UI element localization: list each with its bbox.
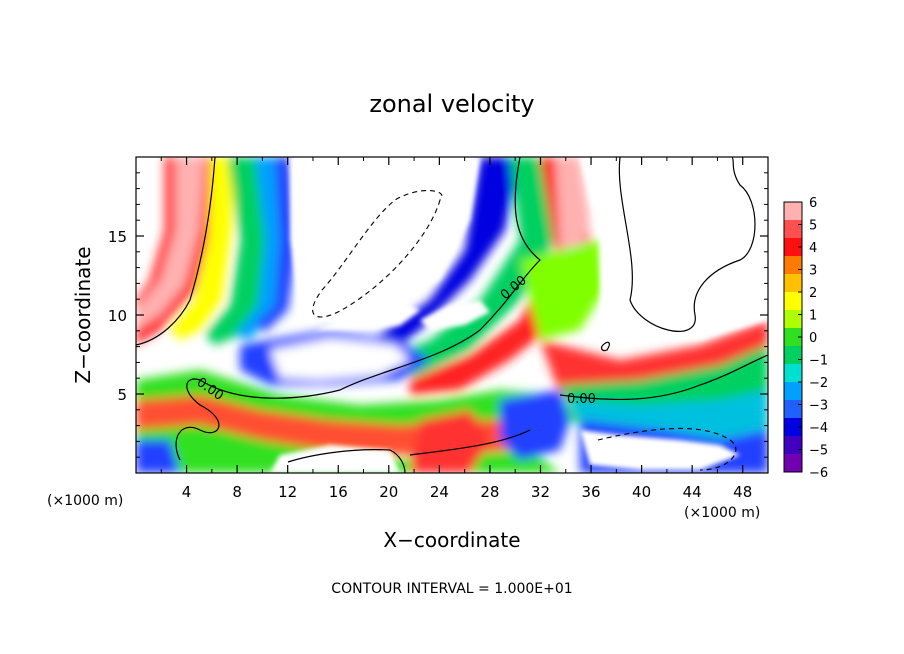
footnote: CONTOUR INTERVAL = 1.000E+01 — [331, 581, 572, 597]
colorbar-label: −2 — [809, 376, 828, 391]
colorbar-label: 2 — [809, 286, 817, 301]
colorbar-swatch — [784, 400, 802, 419]
colorbar-swatch — [784, 418, 802, 437]
x-tick-label: 36 — [581, 483, 600, 501]
x-unit-right: (×1000 m) — [684, 505, 760, 521]
colorbar-label: −1 — [809, 354, 828, 369]
colorbar-label: 4 — [809, 241, 817, 256]
y-tick-label: 10 — [108, 307, 127, 325]
heatmap-field: 0.00 0.00 0.00 — [136, 157, 768, 473]
y-axis-label: Z−coordinate — [71, 246, 95, 383]
colorbar-swatch — [784, 256, 802, 275]
contour-label: 0.00 — [567, 392, 596, 407]
y-tick-label: 15 — [108, 228, 127, 246]
contour-lines — [136, 157, 768, 473]
colorbar-label: −4 — [809, 421, 828, 436]
colorbar-swatch — [784, 364, 802, 383]
x-tick-label: 28 — [480, 483, 499, 501]
x-tick-label: 16 — [329, 483, 348, 501]
colorbar-label: 5 — [809, 219, 817, 234]
colorbar-label: −3 — [809, 399, 828, 414]
colorbar-label: −5 — [809, 444, 828, 459]
dashed-contours — [312, 189, 737, 471]
x-tick-label: 12 — [278, 483, 297, 501]
x-unit-left: (×1000 m) — [47, 493, 123, 509]
colorbar-swatch — [784, 346, 802, 365]
colorbar-swatch — [784, 436, 802, 455]
x-tick-label: 8 — [232, 483, 242, 501]
x-tick-label: 32 — [531, 483, 550, 501]
colorbar-swatch — [784, 292, 802, 311]
colorbar-swatch — [784, 238, 802, 257]
colorbar-swatch — [784, 310, 802, 329]
colorbar: 6 5 4 3 2 1 0 −1 −2 −3 −4 −5 −6 — [783, 196, 828, 481]
colorbar-swatch — [784, 202, 802, 221]
colorbar-swatch — [784, 220, 802, 239]
colorbar-label: 1 — [809, 309, 817, 324]
x-tick-label: 24 — [430, 483, 449, 501]
colorbar-label: 3 — [809, 264, 817, 279]
colorbar-label: −6 — [809, 466, 828, 481]
colorbar-swatch — [784, 382, 802, 401]
x-tick-label: 48 — [733, 483, 752, 501]
x-tick-label: 44 — [683, 483, 702, 501]
y-tick-label: 5 — [117, 386, 127, 404]
colorbar-swatch — [784, 328, 802, 347]
x-axis-label: X−coordinate — [383, 528, 520, 552]
x-axis-ticks: 4 8 12 16 20 24 28 32 36 40 44 48 — [160, 157, 752, 501]
y-axis-ticks: 5 10 15 — [108, 172, 768, 458]
x-tick-label: 4 — [182, 483, 192, 501]
x-tick-label: 20 — [379, 483, 398, 501]
chart-title: zonal velocity — [369, 90, 534, 118]
colorbar-swatch — [784, 274, 802, 293]
colorbar-label: 6 — [809, 196, 817, 211]
colorbar-swatch — [784, 454, 802, 473]
colorbar-label: 0 — [809, 331, 817, 346]
x-tick-label: 40 — [632, 483, 651, 501]
